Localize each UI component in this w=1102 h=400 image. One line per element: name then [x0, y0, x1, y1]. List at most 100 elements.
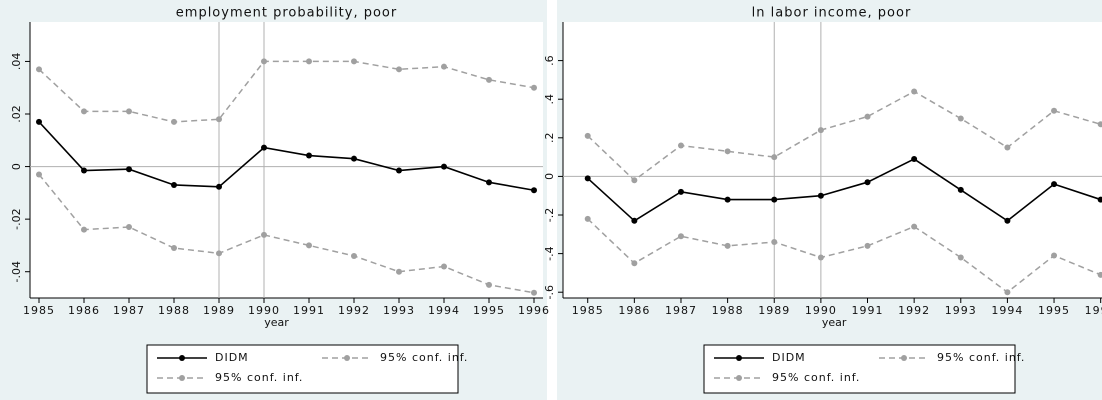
legend-label: DIDM [215, 351, 249, 364]
point [957, 115, 964, 122]
legend-label: 95% conf. inf. [937, 351, 1025, 364]
chart-panel: employment probability, poor -.04 -.02 0 .02… [0, 0, 549, 400]
legend-marker [901, 355, 907, 361]
x-tick-label: 1993 [945, 304, 977, 317]
y-tick-label: 0 [10, 163, 23, 170]
y-tick-label: .04 [10, 53, 23, 71]
series-line [587, 218, 1101, 294]
x-tick-label: 1988 [158, 304, 190, 317]
point [126, 224, 132, 231]
legend-label: 95% conf. inf. [772, 371, 860, 384]
x-tick-label: 1992 [338, 304, 370, 317]
point [81, 226, 87, 233]
x-tick-label: 1989 [758, 304, 790, 317]
legend-marker [736, 355, 742, 361]
point [81, 167, 87, 174]
x-tick-label: 1995 [1038, 304, 1070, 317]
x-tick-label: 1989 [203, 304, 235, 317]
point [351, 58, 357, 65]
point [957, 254, 964, 261]
point [171, 245, 177, 252]
legend-marker [179, 375, 185, 381]
point [216, 116, 222, 123]
x-tick-label: 1992 [898, 304, 930, 317]
legend-marker [179, 355, 185, 361]
x-tick-label: 1987 [665, 304, 697, 317]
point [441, 63, 447, 70]
plot-area [563, 22, 1102, 298]
point [531, 187, 537, 194]
x-tick-label: 1995 [473, 304, 505, 317]
y-tick-label: .4 [543, 94, 556, 105]
x-tick-label: 1994 [428, 304, 460, 317]
point [631, 177, 638, 184]
y-tick-label: -.6 [543, 285, 556, 299]
point [771, 196, 778, 203]
point [351, 252, 357, 259]
legend-label: 95% conf. inf. [380, 351, 468, 364]
legend-box [146, 344, 459, 394]
point [36, 66, 42, 73]
point [864, 242, 871, 249]
x-axis-label: year [822, 316, 847, 329]
chart-title: ln labor income, poor [752, 6, 912, 21]
point [441, 163, 447, 170]
point [1004, 144, 1011, 151]
x-tick-label: 1986 [618, 304, 650, 317]
point [724, 148, 731, 155]
point [261, 58, 267, 65]
point [396, 268, 402, 275]
y-tick-label: -.4 [543, 246, 556, 260]
x-tick-label: 1985 [572, 304, 604, 317]
y-tick-label: 0 [543, 173, 556, 180]
series-line [38, 121, 535, 192]
x-tick-label: 1986 [68, 304, 100, 317]
point [957, 186, 964, 193]
point [677, 233, 684, 240]
point [306, 58, 312, 65]
legend: DIDM 95% conf. inf. 95% conf. inf. [146, 344, 468, 394]
y-tick-label: .02 [10, 105, 23, 123]
chart-panel: ln labor income, poor -.6 -.4 -.2 0 .2 .4 .6 198… [543, 0, 1102, 400]
point [677, 142, 684, 149]
point [261, 144, 267, 151]
point [81, 108, 87, 115]
point [261, 231, 267, 238]
x-tick-label: 1994 [991, 304, 1023, 317]
x-tick-label: 1988 [712, 304, 744, 317]
point [677, 188, 684, 195]
legend-box [703, 344, 1016, 394]
x-tick-label: 1993 [383, 304, 415, 317]
y-tick-label: -.04 [10, 261, 23, 282]
point [486, 281, 492, 288]
x-tick-label: 1991 [293, 304, 325, 317]
point [771, 239, 778, 246]
legend: DIDM 95% conf. inf. 95% conf. inf. [703, 344, 1025, 394]
point [584, 132, 591, 139]
point [1004, 217, 1011, 224]
x-tick-label: 1991 [852, 304, 884, 317]
point [817, 127, 824, 134]
series-line [38, 60, 535, 123]
point [864, 179, 871, 186]
point [396, 167, 402, 174]
point [1097, 121, 1102, 128]
point [911, 223, 918, 230]
y-tick-label: -.02 [10, 208, 23, 229]
point [171, 181, 177, 188]
point [631, 217, 638, 224]
legend-label: DIDM [772, 351, 806, 364]
point [817, 192, 824, 199]
x-axis-label: year [264, 316, 289, 329]
point [531, 84, 537, 91]
legend-marker [344, 355, 350, 361]
point [441, 263, 447, 270]
legend-marker [736, 375, 742, 381]
point [584, 215, 591, 222]
y-tick-label: -.2 [543, 208, 556, 222]
point [584, 175, 591, 182]
y-tick-label: .6 [543, 55, 556, 65]
point [486, 76, 492, 83]
